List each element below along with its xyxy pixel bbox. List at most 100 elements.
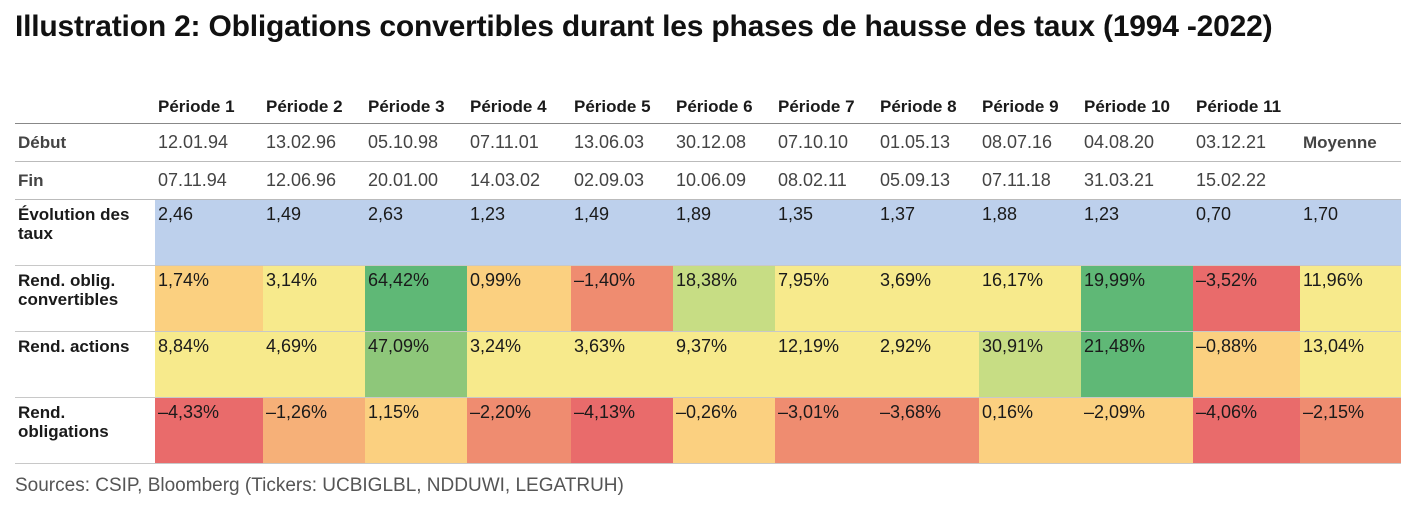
date-cell: 12.01.94 [155,123,263,162]
date-cell: 14.03.02 [467,161,571,200]
period-header: Période 6 [673,90,775,124]
row-label: Rend. actions [15,331,155,398]
period-header: Période 1 [155,90,263,124]
value-cell: 1,15% [365,397,467,464]
value-cell: 3,24% [467,331,571,398]
value-cell: 1,37 [877,199,979,266]
date-cell: 30.12.08 [673,123,775,162]
period-header: Période 5 [571,90,673,124]
date-cell: 04.08.20 [1081,123,1193,162]
row-label: Évolution des taux [15,199,155,266]
metric-row: Rend. actions 8,84% 4,69% 47,09% 3,24% 3,63% 9… [15,331,1401,398]
metric-row: Rend. obligations –4,33% –1,26% 1,15% –2,20%… [15,397,1401,464]
value-cell: 3,63% [571,331,673,398]
value-cell: –1,40% [571,265,673,332]
value-cell: –4,33% [155,397,263,464]
date-cell: 07.11.18 [979,161,1081,200]
period-header: Période 3 [365,90,467,124]
date-cell: 13.02.96 [263,123,365,162]
value-cell: 12,19% [775,331,877,398]
value-cell: 1,88 [979,199,1081,266]
value-cell: 3,69% [877,265,979,332]
value-cell: –1,26% [263,397,365,464]
date-cell: 08.07.16 [979,123,1081,162]
value-cell: –0,88% [1193,331,1300,398]
date-cell: 20.01.00 [365,161,467,200]
value-cell: 19,99% [1081,265,1193,332]
value-cell: 0,99% [467,265,571,332]
value-cell: 4,69% [263,331,365,398]
value-cell: 16,17% [979,265,1081,332]
value-cell: 1,23 [1081,199,1193,266]
period-header: Période 4 [467,90,571,124]
period-header: Période 8 [877,90,979,124]
chart-title: Illustration 2: Obligations convertibles… [15,10,1273,43]
mean-cell: 13,04% [1300,331,1401,398]
row-label: Début [15,123,155,162]
value-cell: 0,16% [979,397,1081,464]
value-cell: 1,35 [775,199,877,266]
value-cell: 30,91% [979,331,1081,398]
date-row: Fin 07.11.94 12.06.96 20.01.00 14.03.02 02.09… [15,161,1401,200]
value-cell: –4,06% [1193,397,1300,464]
row-label: Rend. obligations [15,397,155,464]
mean-header-spacer [1300,90,1401,124]
value-cell: 2,46 [155,199,263,266]
value-cell: 21,48% [1081,331,1193,398]
value-cell: 1,49 [571,199,673,266]
period-header: Période 11 [1193,90,1300,124]
date-cell: 03.12.21 [1193,123,1300,162]
date-cell: 02.09.03 [571,161,673,200]
date-cell: 15.02.22 [1193,161,1300,200]
period-header: Période 10 [1081,90,1193,124]
mean-header: Moyenne [1300,123,1401,162]
period-header: Période 2 [263,90,365,124]
mean-cell: 11,96% [1300,265,1401,332]
period-header: Période 7 [775,90,877,124]
value-cell: 1,74% [155,265,263,332]
mean-blank-cell [1300,161,1401,200]
value-cell: 18,38% [673,265,775,332]
value-cell: –2,20% [467,397,571,464]
value-cell: 8,84% [155,331,263,398]
value-cell: 1,49 [263,199,365,266]
period-header: Période 9 [979,90,1081,124]
metric-row: Évolution des taux 2,46 1,49 2,63 1,23 1,49 1,… [15,199,1401,266]
date-cell: 07.11.94 [155,161,263,200]
date-cell: 07.10.10 [775,123,877,162]
date-row: Début 12.01.94 13.02.96 05.10.98 07.11.01 13.… [15,123,1401,162]
metric-row: Rend. oblig. convertibles 1,74% 3,14% 64,42… [15,265,1401,332]
date-cell: 05.09.13 [877,161,979,200]
value-cell: –0,26% [673,397,775,464]
date-cell: 13.06.03 [571,123,673,162]
date-cell: 12.06.96 [263,161,365,200]
value-cell: 1,89 [673,199,775,266]
row-label: Fin [15,161,155,200]
date-cell: 31.03.21 [1081,161,1193,200]
value-cell: –3,01% [775,397,877,464]
value-cell: 1,23 [467,199,571,266]
header-row: Période 1 Période 2 Période 3 Période 4 Péri… [15,90,1401,124]
date-cell: 01.05.13 [877,123,979,162]
value-cell: 2,63 [365,199,467,266]
date-cell: 10.06.09 [673,161,775,200]
value-cell: –3,52% [1193,265,1300,332]
date-cell: 08.02.11 [775,161,877,200]
data-table: Période 1 Période 2 Période 3 Période 4 Péri… [15,90,1401,464]
mean-cell: 1,70 [1300,199,1401,266]
date-cell: 07.11.01 [467,123,571,162]
value-cell: 7,95% [775,265,877,332]
value-cell: 47,09% [365,331,467,398]
value-cell: 9,37% [673,331,775,398]
mean-cell: –2,15% [1300,397,1401,464]
row-label: Rend. oblig. convertibles [15,265,155,332]
date-cell: 05.10.98 [365,123,467,162]
value-cell: –4,13% [571,397,673,464]
value-cell: 3,14% [263,265,365,332]
header-corner [15,90,155,124]
value-cell: –3,68% [877,397,979,464]
value-cell: 64,42% [365,265,467,332]
source-note: Sources: CSIP, Bloomberg (Tickers: UCBIG… [15,475,624,496]
value-cell: –2,09% [1081,397,1193,464]
value-cell: 0,70 [1193,199,1300,266]
